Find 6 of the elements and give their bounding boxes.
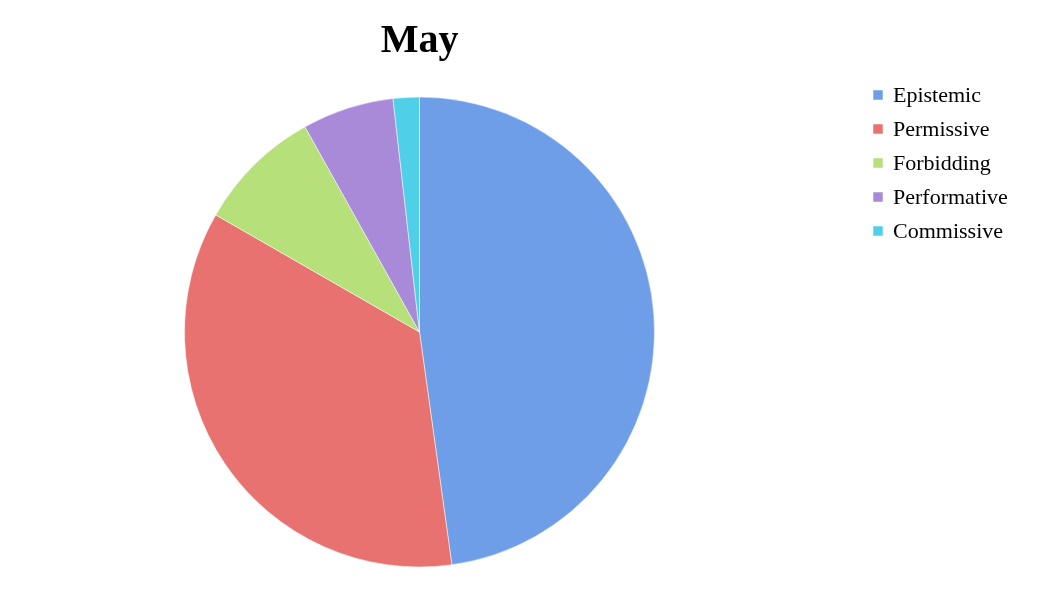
- legend-label: Performative: [893, 184, 1008, 209]
- legend-label: Permissive: [893, 116, 990, 141]
- chart-title: May: [380, 16, 459, 61]
- legend-label: Forbidding: [893, 150, 991, 175]
- legend-label: Commissive: [893, 218, 1004, 243]
- legend-label: Epistemic: [893, 82, 982, 107]
